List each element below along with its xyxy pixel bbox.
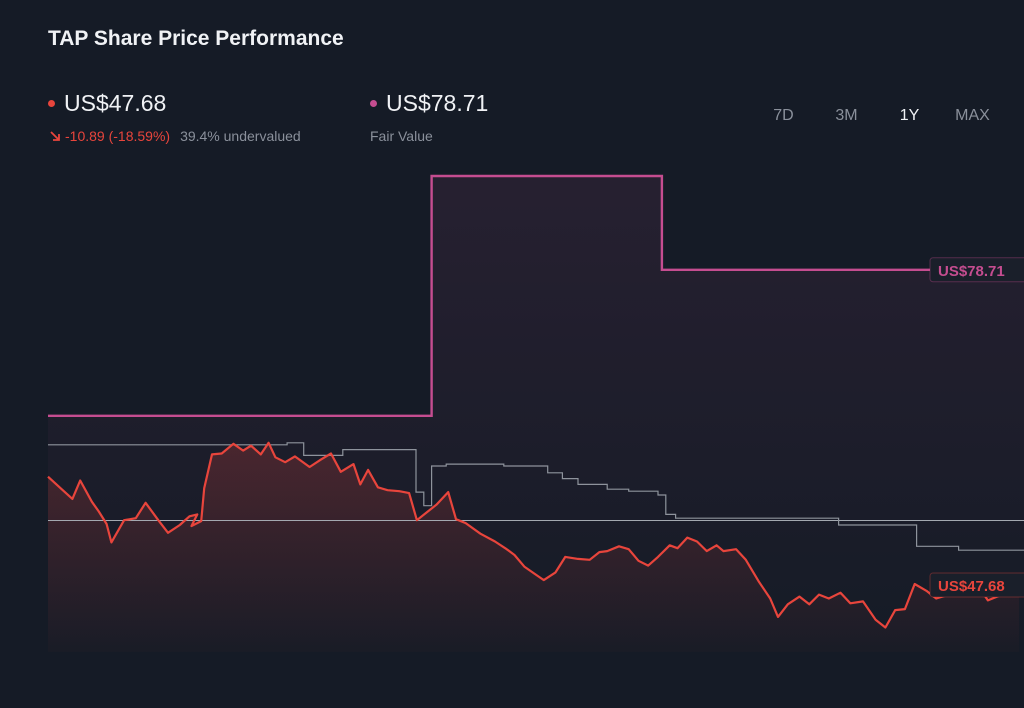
share-price-dot-icon <box>48 100 55 107</box>
share-price-end-label-bg <box>929 572 1024 598</box>
range-3m-button[interactable]: 3M <box>835 107 858 124</box>
range-max-button[interactable]: MAX <box>955 107 990 124</box>
analyst-target-line <box>48 442 1024 551</box>
fair-value-value: US$78.71 <box>386 90 489 116</box>
fair-value-label: Fair Value <box>370 128 433 144</box>
share-price-end-label: US$47.68 <box>938 578 1005 595</box>
price-change: -10.89 (-18.59%) <box>48 128 170 144</box>
arrow-down-right-icon <box>50 131 60 141</box>
fair-value-dot-icon <box>370 100 377 107</box>
fair-value-end-label: US$78.71 <box>938 263 1005 280</box>
fair-value-end-label-bg <box>929 257 1024 283</box>
fair-value-stat: US$78.71 Fair Value <box>370 90 488 144</box>
valuation-text: 39.4% undervalued <box>180 128 301 144</box>
share-price-stat: US$47.68 -10.89 (-18.59%) 39.4% underval… <box>48 90 301 144</box>
page-title: TAP Share Price Performance <box>48 27 344 50</box>
range-1y-button[interactable]: 1Y <box>899 107 920 124</box>
share-price-value: US$47.68 <box>64 90 167 116</box>
price-change-text: -10.89 (-18.59%) <box>65 128 171 144</box>
fair-value-line <box>48 174 1024 417</box>
range-selector: 7D 3M 1Y MAX <box>752 107 1004 125</box>
share-price-line <box>47 441 1020 629</box>
share-price-area <box>48 442 1020 652</box>
range-7d-button[interactable]: 7D <box>773 107 794 124</box>
